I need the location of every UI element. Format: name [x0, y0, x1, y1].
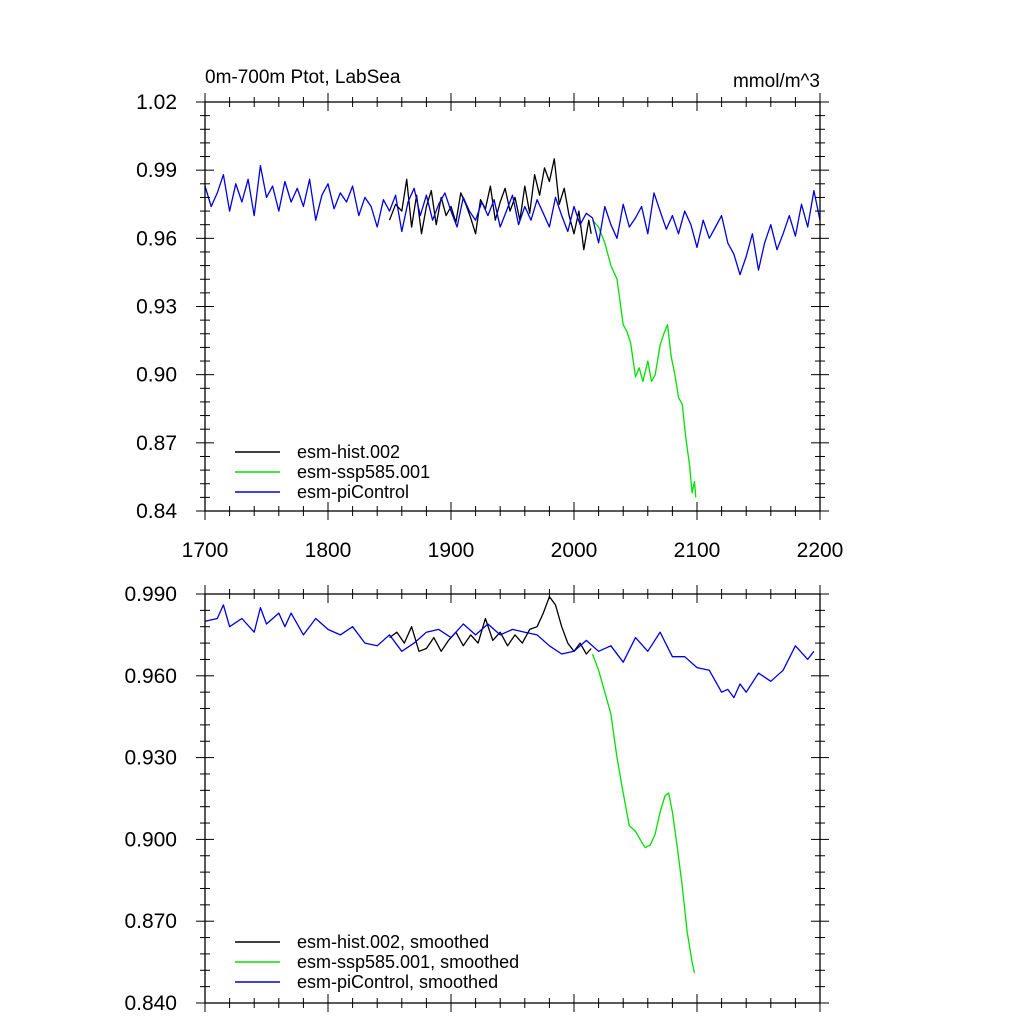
top-ytick-label: 0.99	[136, 159, 177, 182]
top-chart-units: mmol/m^3	[733, 71, 820, 92]
bottom-ytick-label: 0.900	[124, 828, 177, 851]
bottom-legend-label-pic: esm-piControl, smoothed	[297, 972, 498, 992]
top-panel: 1700 1800 1900 2000 2100 2200 0.84 0.87 0.90 0.93…	[136, 67, 843, 562]
top-xtick-label: 1800	[305, 539, 352, 562]
top-legend-label-ssp: esm-ssp585.001	[297, 462, 430, 482]
top-ytick-label: 0.93	[136, 296, 177, 319]
top-xtick-label: 2000	[551, 539, 598, 562]
top-ytick-label: 0.90	[136, 364, 177, 387]
top-series-line-pic	[204, 164, 821, 276]
top-series-line-ssp	[592, 219, 697, 498]
bottom-ytick-label: 0.960	[124, 665, 177, 688]
top-ytick-label: 1.02	[136, 91, 177, 114]
bottom-panel: 0.840 0.870 0.900 0.930 0.960 0.990 esm-hist.…	[124, 583, 829, 1015]
top-xtick-label: 2200	[797, 539, 844, 562]
bottom-ytick-label: 0.840	[124, 992, 177, 1015]
top-legend-label-hist: esm-hist.002	[297, 442, 400, 462]
bottom-legend-label-hist: esm-hist.002, smoothed	[297, 932, 489, 952]
top-axis-ticks: 1700 1800 1900 2000 2100 2200 0.84 0.87 0.90 0.93…	[136, 91, 843, 562]
bottom-legend-label-ssp: esm-ssp585.001, smoothed	[297, 952, 519, 972]
top-chart-title: 0m-700m Ptot, LabSea	[205, 67, 401, 88]
top-ytick-label: 0.96	[136, 227, 177, 250]
top-xtick-label: 1700	[182, 539, 229, 562]
top-ytick-label: 0.84	[136, 500, 177, 523]
top-xtick-label: 1900	[428, 539, 475, 562]
top-series-line-hist	[388, 158, 592, 251]
top-xtick-label: 2100	[674, 539, 721, 562]
bottom-ytick-label: 0.930	[124, 747, 177, 770]
bottom-ytick-label: 0.870	[124, 910, 177, 933]
bottom-series-line-pic	[204, 604, 815, 699]
top-ytick-label: 0.87	[136, 432, 177, 455]
bottom-series-line-hist	[389, 596, 592, 655]
top-plot-lines	[204, 158, 821, 498]
bottom-plot-lines	[204, 596, 815, 974]
top-legend-label-pic: esm-piControl	[297, 482, 409, 502]
bottom-axis-ticks: 0.840 0.870 0.900 0.930 0.960 0.990	[124, 583, 829, 1015]
bottom-ytick-label: 0.990	[124, 583, 177, 606]
bottom-axes-frame	[204, 593, 821, 1004]
bottom-series-line-ssp	[591, 653, 696, 974]
